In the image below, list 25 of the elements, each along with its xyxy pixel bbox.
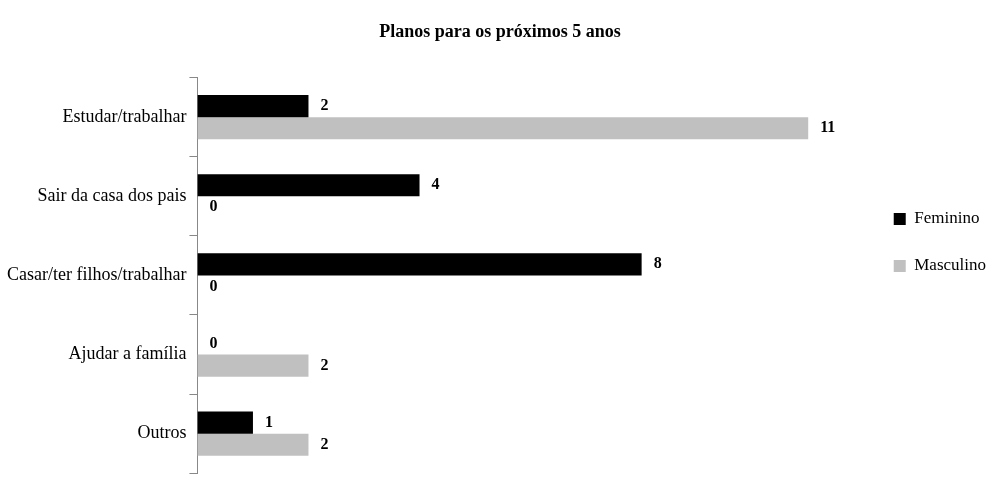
legend-label: Masculino [914,255,987,275]
bar [197,95,309,118]
data-label: 0 [209,276,218,294]
data-label: 11 [820,118,836,136]
data-label: 4 [431,175,440,193]
bar [197,433,309,456]
data-label: 0 [209,333,218,351]
bar [197,117,809,140]
bar [197,354,309,377]
y-tick-label: Outros [137,422,187,443]
y-tick-label: Sair da casa dos pais [37,185,187,206]
y-tick-label: Casar/ter filhos/trabalhar [6,264,187,285]
bar [197,411,253,434]
legend-label: Feminino [914,208,980,228]
data-label: 2 [320,355,329,373]
y-tick-label: Estudar/trabalhar [62,105,187,126]
y-tick-label: Ajudar a família [68,343,187,364]
data-label: 2 [320,434,329,452]
data-label: 2 [320,96,329,114]
chart-title: Planos para os próximos 5 anos [379,21,621,42]
data-label: 8 [653,254,662,272]
data-label: 1 [264,412,273,430]
bar [197,174,420,197]
data-label: 0 [209,197,218,215]
bar [197,253,642,276]
